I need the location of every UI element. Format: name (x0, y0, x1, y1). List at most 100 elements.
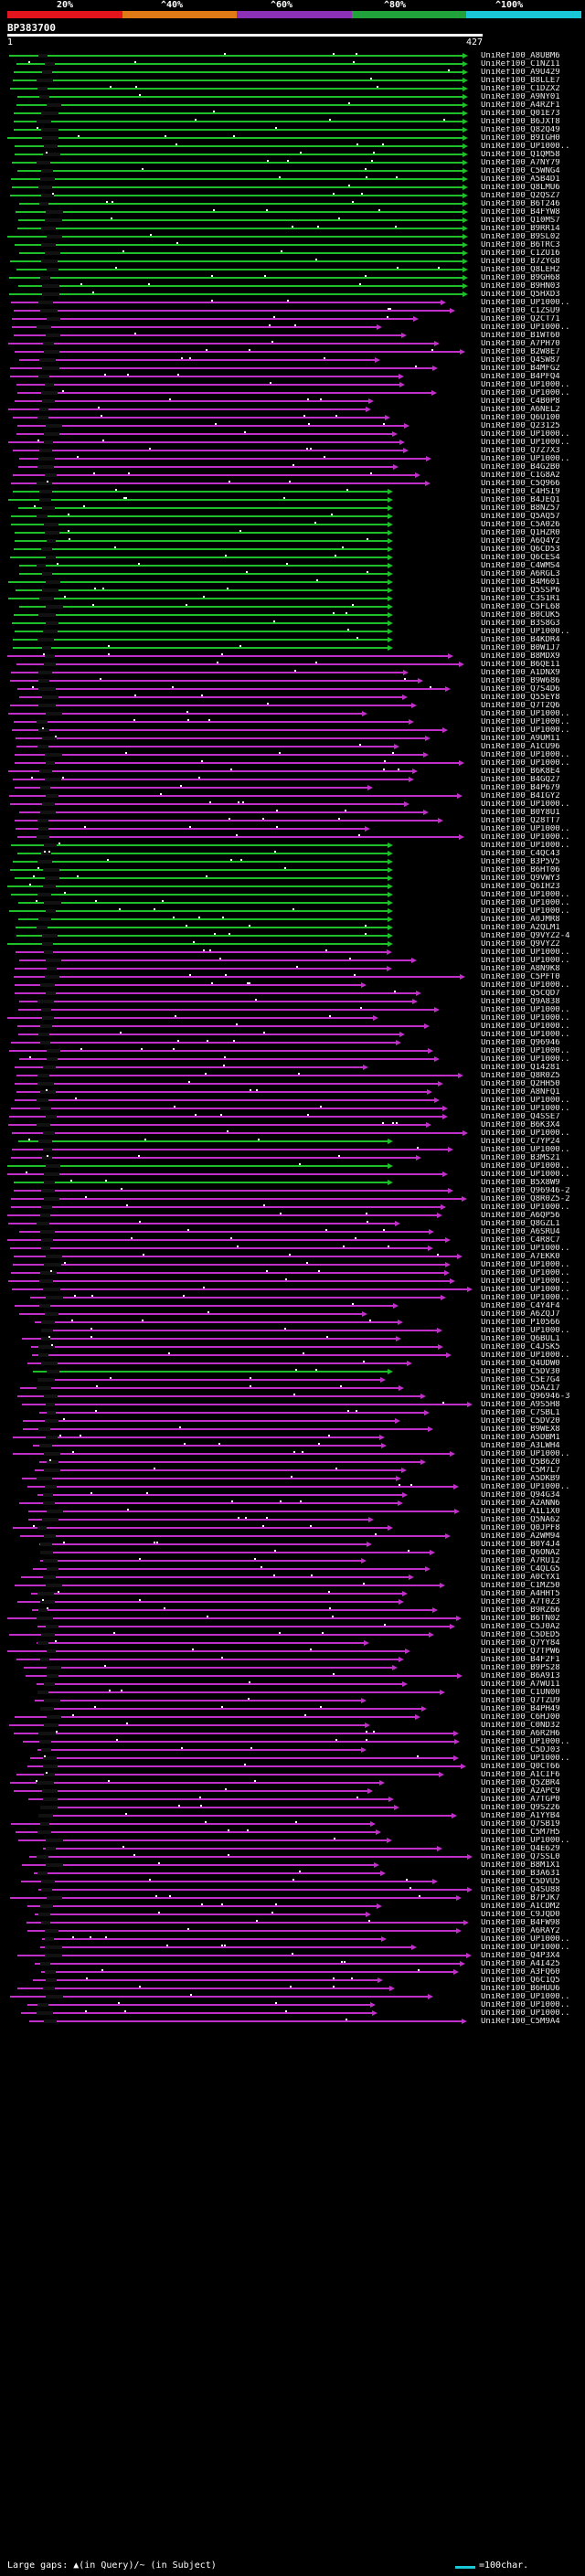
hit-label[interactable]: UniRef100_B6TN02 (481, 1615, 560, 1623)
hit-label[interactable]: UniRef100_UP1000.. (481, 833, 570, 842)
hit-track[interactable] (11, 1821, 376, 1827)
hit-label[interactable]: UniRef100_Q9VYZ2-4 (481, 932, 570, 940)
hit-track[interactable] (7, 884, 393, 889)
hit-track[interactable] (16, 736, 431, 741)
hit-track[interactable] (12, 727, 448, 733)
hit-track[interactable] (12, 324, 382, 330)
hit-label[interactable]: UniRef100_UP1000.. (481, 1993, 570, 2001)
hit-track[interactable] (16, 1772, 444, 1777)
hit-label[interactable]: UniRef100_B8M1X1 (481, 1861, 560, 1870)
hit-label[interactable]: UniRef100_Q9VWY3 (481, 875, 560, 883)
hit-label[interactable]: UniRef100_B6HT06 (481, 866, 560, 875)
hit-label[interactable]: UniRef100_UP1000.. (481, 1261, 570, 1269)
hit-track[interactable] (17, 1394, 426, 1399)
hit-label[interactable]: UniRef100_C7YP24 (481, 1138, 560, 1146)
hit-track[interactable] (19, 1229, 434, 1235)
hit-label[interactable]: UniRef100_B4FYW8 (481, 208, 560, 217)
hit-track[interactable] (19, 456, 431, 461)
hit-track[interactable] (18, 217, 468, 223)
hit-label[interactable]: UniRef100_UP1000.. (481, 299, 570, 307)
hit-track[interactable] (40, 1945, 417, 1950)
hit-track[interactable] (15, 966, 392, 971)
hit-track[interactable] (8, 596, 393, 601)
hit-track[interactable] (39, 1542, 372, 1547)
hit-label[interactable]: UniRef100_UP1000.. (481, 825, 570, 833)
hit-label[interactable]: UniRef100_UP1000.. (481, 1944, 570, 1952)
hit-label[interactable]: UniRef100_Q23125 (481, 422, 560, 430)
hit-label[interactable]: UniRef100_Q7S4D6 (481, 685, 560, 694)
hit-label[interactable]: UniRef100_B4F2F1 (481, 1656, 560, 1664)
hit-track[interactable] (15, 143, 468, 149)
hit-track[interactable] (7, 135, 468, 141)
hit-label[interactable]: UniRef100_Q4P3X4 (481, 1952, 560, 1960)
hit-label[interactable]: UniRef100_A1CU96 (481, 743, 560, 751)
hit-label[interactable]: UniRef100_C1ZU16 (481, 249, 560, 258)
hit-track[interactable] (26, 1673, 463, 1679)
hit-label[interactable]: UniRef100_A5DKB9 (481, 1475, 560, 1483)
hit-track[interactable] (18, 1007, 440, 1012)
hit-track[interactable] (27, 2002, 376, 2008)
hit-track[interactable] (37, 1492, 408, 1498)
hit-label[interactable]: UniRef100_UP1000.. (481, 381, 570, 389)
hit-label[interactable]: UniRef100_UP1000.. (481, 907, 570, 916)
hit-label[interactable]: UniRef100_C5DJ03 (481, 1746, 560, 1754)
hit-track[interactable] (10, 1895, 462, 1901)
hit-label[interactable]: UniRef100_A5B4D1 (481, 175, 560, 184)
hit-track[interactable] (15, 629, 393, 634)
hit-label[interactable]: UniRef100_B3S8G3 (481, 620, 560, 628)
hit-track[interactable] (18, 900, 393, 906)
hit-label[interactable]: UniRef100_A5DBM1 (481, 1434, 560, 1442)
hit-track[interactable] (10, 193, 468, 198)
hit-track[interactable] (15, 982, 367, 988)
hit-track[interactable] (11, 514, 393, 519)
hit-track[interactable] (27, 1361, 412, 1366)
hit-label[interactable]: UniRef100_C4WMS4 (481, 562, 560, 570)
hit-track[interactable] (27, 1764, 466, 1769)
hit-track[interactable] (19, 604, 393, 610)
hit-track[interactable] (16, 1089, 432, 1095)
hit-track[interactable] (28, 1797, 394, 1802)
hit-label[interactable]: UniRef100_UP1000.. (481, 1754, 570, 1763)
hit-track[interactable] (15, 152, 468, 157)
hit-track[interactable] (13, 489, 393, 494)
hit-label[interactable]: UniRef100_UP1000.. (481, 455, 570, 463)
hit-label[interactable]: UniRef100_UP1000.. (481, 1935, 570, 1944)
hit-track[interactable] (23, 1426, 433, 1432)
hit-track[interactable] (27, 1928, 462, 1934)
hit-track[interactable] (15, 530, 393, 535)
hit-label[interactable]: UniRef100_C5PFT0 (481, 973, 560, 981)
hit-track[interactable] (23, 1418, 400, 1424)
hit-track[interactable] (16, 267, 468, 272)
hit-track[interactable] (11, 1106, 448, 1111)
hit-label[interactable]: UniRef100_UP1000.. (481, 710, 570, 718)
hit-label[interactable]: UniRef100_B0W1J7 (481, 644, 560, 652)
hit-track[interactable] (15, 398, 374, 404)
hit-track[interactable] (24, 1665, 398, 1670)
hit-track[interactable] (7, 1237, 451, 1243)
hit-label[interactable]: UniRef100_A1L1X0 (481, 1508, 560, 1516)
hit-label[interactable]: UniRef100_UP1000.. (481, 1105, 570, 1113)
hit-track[interactable] (9, 1048, 433, 1054)
hit-track[interactable] (7, 1163, 393, 1169)
hit-track[interactable] (22, 1336, 401, 1341)
hit-label[interactable]: UniRef100_A0JMR8 (481, 916, 560, 924)
hit-track[interactable] (37, 1690, 445, 1695)
hit-label[interactable]: UniRef100_A6SRU4 (481, 1228, 560, 1236)
hit-track[interactable] (11, 176, 468, 182)
hit-track[interactable] (19, 250, 468, 256)
hit-track[interactable] (17, 851, 393, 856)
hit-track[interactable] (12, 1130, 468, 1136)
hit-track[interactable] (10, 366, 438, 371)
hit-track[interactable] (12, 1147, 453, 1152)
hit-track[interactable] (9, 1632, 434, 1638)
hit-label[interactable]: UniRef100_P10566 (481, 1319, 560, 1327)
hit-label[interactable]: UniRef100_A6QP56 (481, 1212, 560, 1220)
hit-track[interactable] (30, 1755, 459, 1761)
hit-label[interactable]: UniRef100_UP1000.. (481, 1837, 570, 1845)
hit-label[interactable]: UniRef100_A6Q4Y2 (481, 537, 560, 546)
hit-label[interactable]: UniRef100_Q8LMU6 (481, 184, 560, 192)
hit-track[interactable] (34, 1871, 386, 1876)
hit-track[interactable] (20, 1533, 451, 1539)
hit-label[interactable]: UniRef100_Q5B6Z0 (481, 1458, 560, 1467)
hit-label[interactable]: UniRef100_Q28TT7 (481, 817, 560, 825)
